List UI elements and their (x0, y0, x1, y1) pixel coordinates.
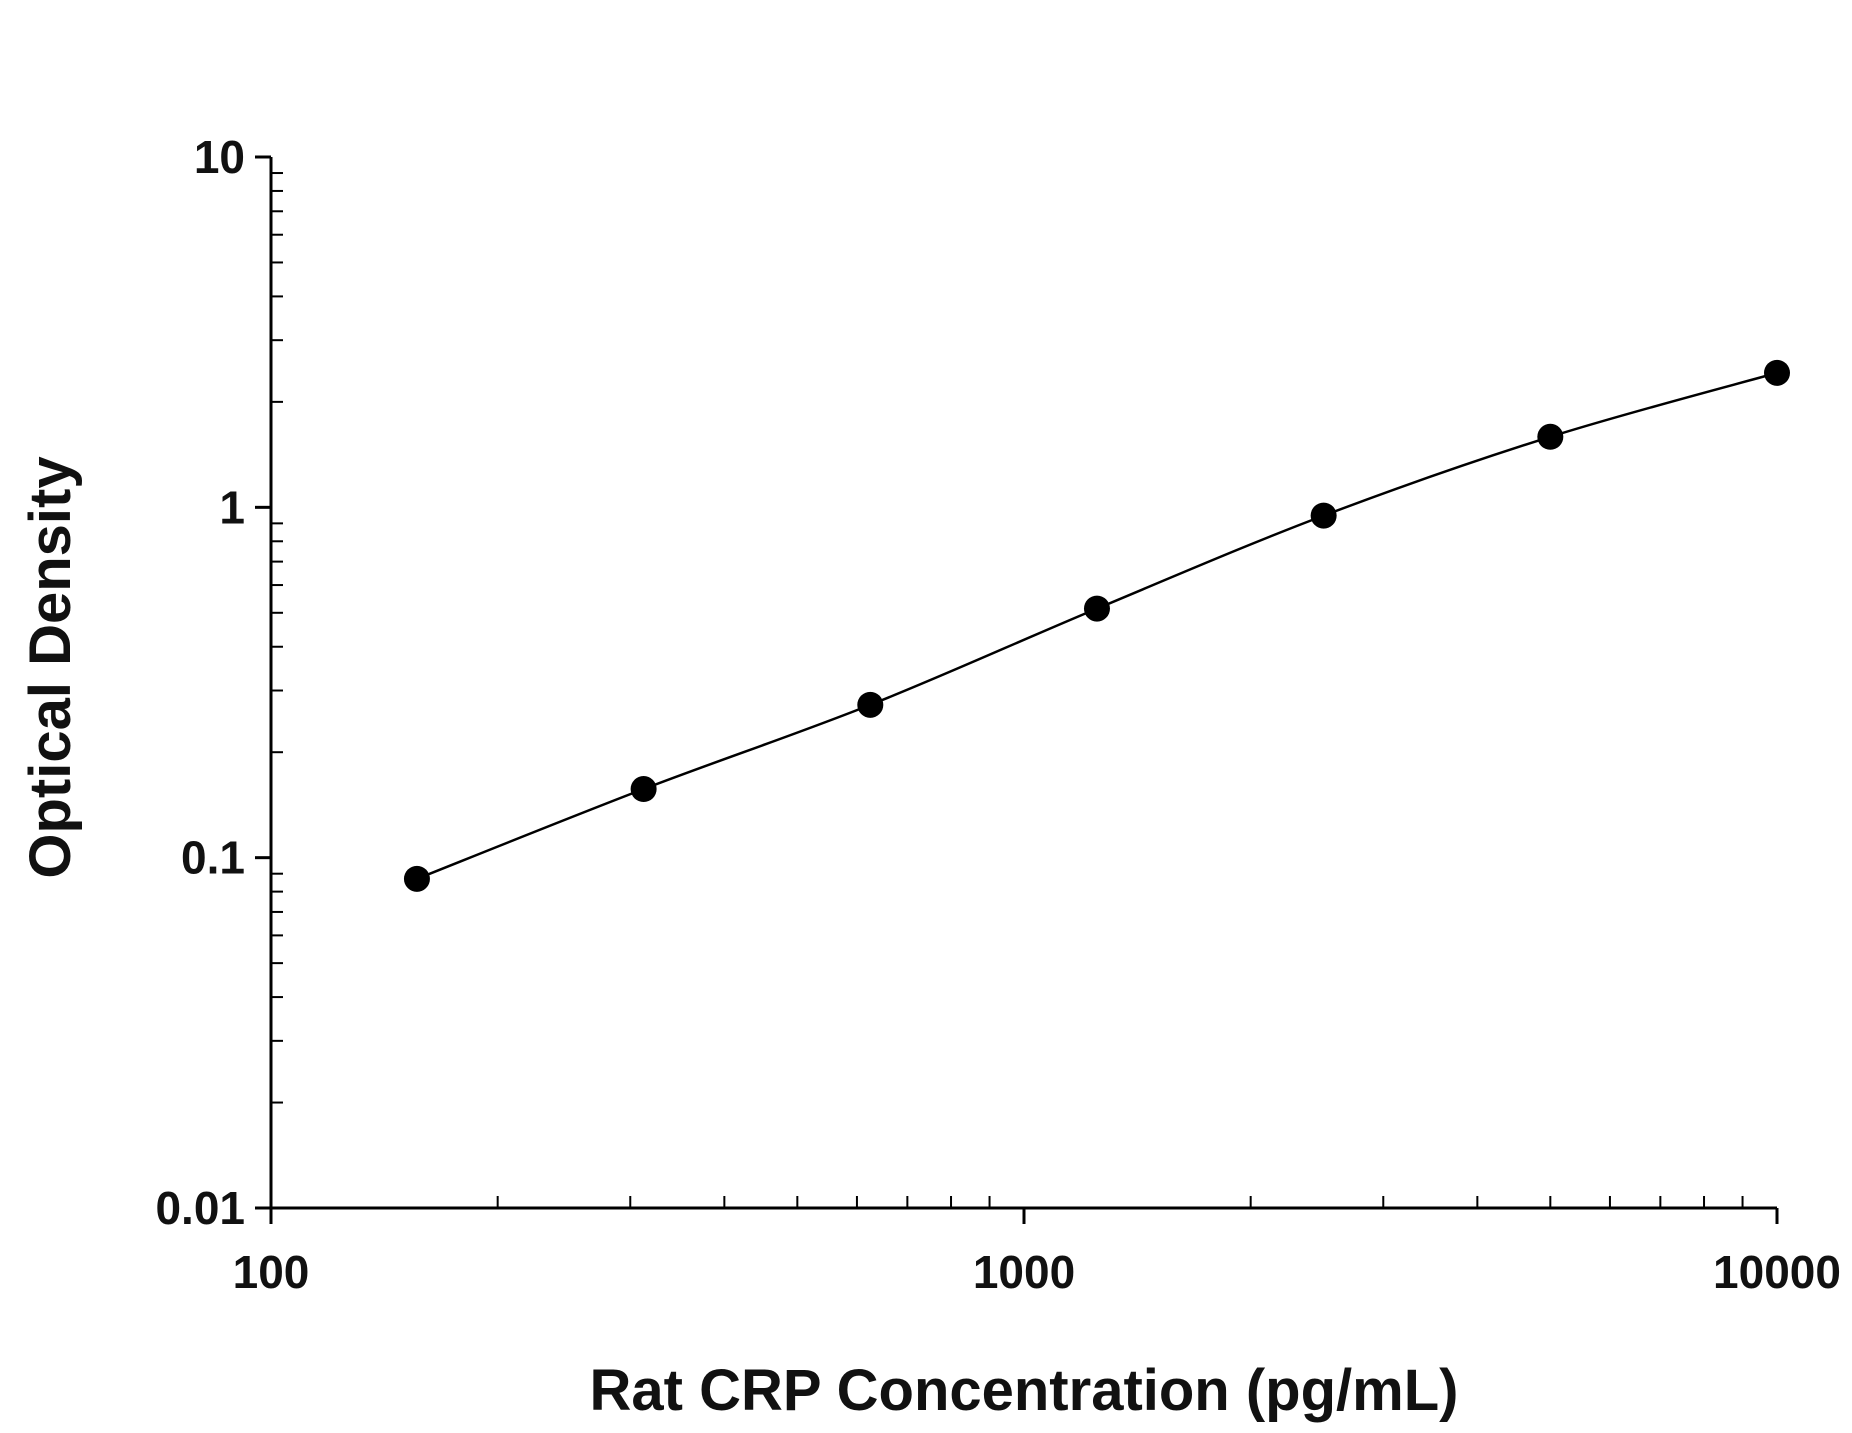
axis-ticks (255, 155, 1779, 1224)
data-points (403, 359, 1790, 892)
y-tick-label: 1 (219, 481, 245, 533)
data-point (403, 865, 430, 892)
data-point (1537, 423, 1564, 450)
y-axis-title: Optical Density (18, 456, 83, 878)
y-tick-label: 0.01 (155, 1182, 245, 1234)
x-tick-label: 1000 (973, 1246, 1075, 1298)
data-point (630, 776, 657, 803)
x-tick-label: 100 (233, 1246, 310, 1298)
y-tick-label: 10 (194, 131, 245, 183)
y-tick-label: 0.1 (181, 832, 245, 884)
fit-curve-group (416, 371, 1778, 881)
x-tick-label: 10000 (1713, 1246, 1841, 1298)
data-point (1764, 359, 1790, 386)
tick-labels: 0.01 0.1 1 10 100 1000 10000 (155, 131, 1840, 1298)
fit-curve (416, 371, 1778, 881)
data-point (1310, 502, 1337, 529)
x-axis-title: Rat CRP Concentration (pg/mL) (590, 1358, 1459, 1423)
axes (269, 157, 1777, 1210)
data-point (1083, 595, 1110, 622)
data-point (857, 691, 884, 718)
